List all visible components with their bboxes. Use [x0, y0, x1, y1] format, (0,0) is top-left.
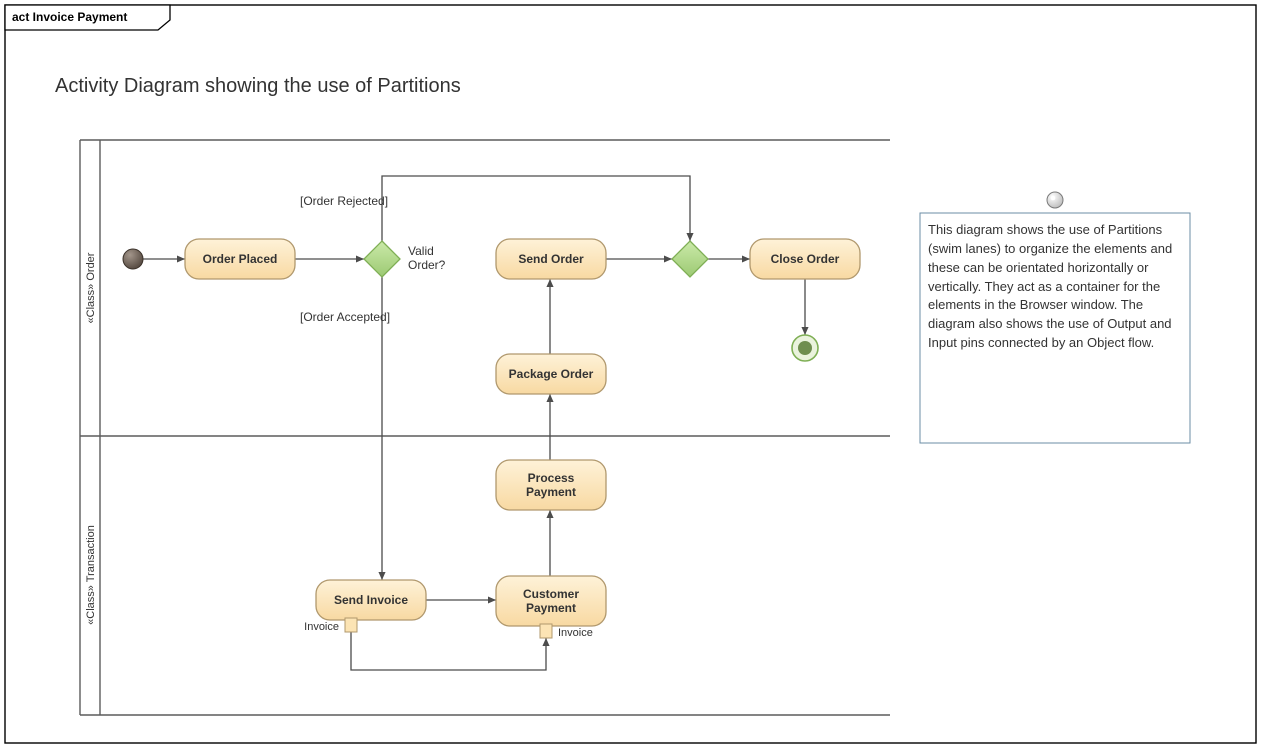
activity-order_placed-label: Order Placed — [203, 252, 278, 266]
frame-tab: act Invoice Payment — [5, 5, 170, 30]
lane-order-label: «Class» Order — [85, 252, 97, 323]
activity-customer_payment: CustomerPayment — [496, 576, 606, 626]
activity-process_payment-label: ProcessPayment — [526, 471, 576, 499]
guard-accepted: [Order Accepted] — [300, 310, 390, 324]
pin-send_invoice_out-label: Invoice — [304, 621, 339, 633]
pushpin-icon — [1047, 192, 1063, 208]
activity-customer_payment-label: CustomerPayment — [523, 587, 579, 615]
activity-close_order: Close Order — [750, 239, 860, 279]
note-text: This diagram shows the use of Partitions… — [928, 222, 1172, 350]
activity-close_order-label: Close Order — [771, 252, 840, 266]
frame-tab-label: act Invoice Payment — [12, 10, 127, 24]
guard-rejected: [Order Rejected] — [300, 194, 388, 208]
pin-send_invoice_out: Invoice — [304, 618, 357, 633]
initial-node — [123, 249, 143, 269]
activity-process_payment: ProcessPayment — [496, 460, 606, 510]
activity-send_invoice: Send Invoice — [316, 580, 426, 620]
activity-send_invoice-label: Send Invoice — [334, 593, 408, 607]
pin-customer_payment_in: Invoice — [540, 624, 593, 639]
lane-transaction-label: «Class» Transaction — [85, 525, 97, 625]
final-node — [792, 335, 818, 361]
activity-send_order-label: Send Order — [518, 252, 584, 266]
diagram-title: Activity Diagram showing the use of Part… — [55, 75, 461, 97]
activity-package_order: Package Order — [496, 354, 606, 394]
pin-customer_payment_in-label: Invoice — [558, 627, 593, 639]
activity-package_order-label: Package Order — [509, 367, 594, 381]
activity-send_order: Send Order — [496, 239, 606, 279]
note: This diagram shows the use of Partitions… — [920, 192, 1190, 443]
activity-order_placed: Order Placed — [185, 239, 295, 279]
